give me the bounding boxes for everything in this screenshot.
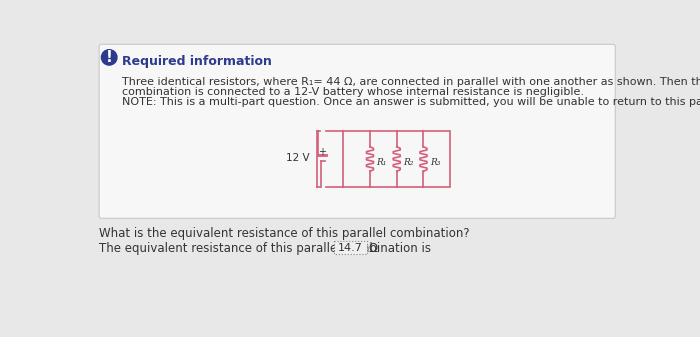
Text: What is the equivalent resistance of this parallel combination?: What is the equivalent resistance of thi… [99,227,470,240]
Text: 12 V: 12 V [286,153,309,163]
Text: NOTE: This is a multi-part question. Once an answer is submitted, you will be un: NOTE: This is a multi-part question. Onc… [122,97,700,108]
Text: The equivalent resistance of this parallel combination is: The equivalent resistance of this parall… [99,242,431,255]
Text: R₂: R₂ [403,158,413,166]
Text: combination is connected to a 12-V battery whose internal resistance is negligib: combination is connected to a 12-V batte… [122,87,584,97]
FancyBboxPatch shape [334,241,367,254]
Text: R₁: R₁ [376,158,386,166]
Text: Three identical resistors, where R₁= 44 Ω, are connected in parallel with one an: Three identical resistors, where R₁= 44 … [122,78,700,87]
Bar [343,131,450,187]
Text: Ω: Ω [368,242,377,255]
Circle shape [102,50,117,65]
Text: R₃: R₃ [430,158,440,166]
Text: 14.7: 14.7 [338,243,363,253]
Text: Required information: Required information [122,56,272,68]
FancyBboxPatch shape [99,44,615,218]
Text: !: ! [106,50,113,65]
Text: +: + [318,147,326,157]
